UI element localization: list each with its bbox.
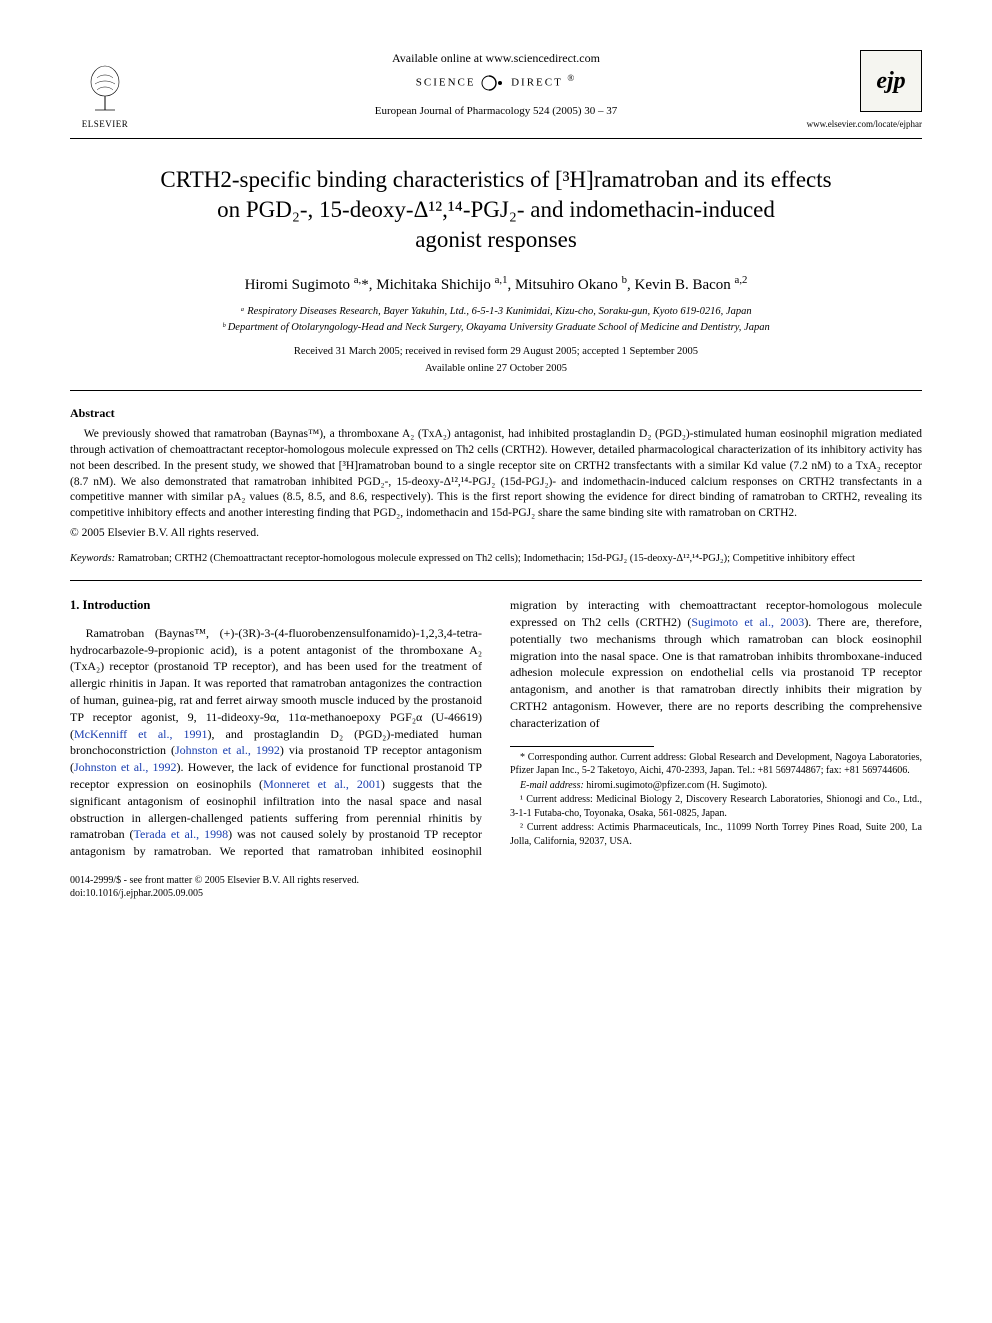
available-date: Available online 27 October 2005 [70, 362, 922, 376]
keywords-line: Keywords: Ramatroban; CRTH2 (Chemoattrac… [70, 552, 922, 567]
footer-line-1: 0014-2999/$ - see front matter © 2005 El… [70, 874, 922, 888]
keywords-text: Ramatroban; CRTH2 (Chemoattractant recep… [115, 553, 855, 564]
journal-reference: European Journal of Pharmacology 524 (20… [160, 104, 832, 119]
header-center: Available online at www.sciencedirect.co… [140, 50, 852, 119]
footer-doi: doi:10.1016/j.ejphar.2005.09.005 [70, 887, 922, 901]
sd-text-1: SCIENCE [416, 77, 476, 89]
journal-logo-box: ejp www.elsevier.com/locate/ejphar [852, 50, 922, 130]
email-value: hiromi.sugimoto@pfizer.com (H. Sugimoto)… [584, 780, 767, 791]
email-label: E-mail address: [520, 780, 584, 791]
science-direct-logo: SCIENCE DIRECT ® [160, 72, 832, 92]
elsevier-tree-icon [77, 60, 133, 116]
header-rule [70, 138, 922, 139]
sciencedirect-swirl-icon [480, 74, 506, 92]
introduction-heading: 1. Introduction [70, 597, 482, 615]
title-line-2: on PGD₂-, 15-deoxy-Δ¹²,¹⁴-PGJ₂- and indo… [217, 197, 775, 222]
article-title: CRTH2-specific binding characteristics o… [70, 165, 922, 255]
elsevier-label: ELSEVIER [82, 118, 129, 130]
body-columns: 1. Introduction Ramatroban (Baynas™, (+)… [70, 597, 922, 860]
footnote-rule [510, 746, 654, 747]
affiliation-b: ᵇ Department of Otolaryngology-Head and … [70, 321, 922, 335]
ejp-text: ejp [876, 65, 905, 97]
footnote-email: E-mail address: hiromi.sugimoto@pfizer.c… [510, 779, 922, 793]
footnote-1: ¹ Current address: Medicinal Biology 2, … [510, 793, 922, 820]
title-line-3: agonist responses [415, 227, 577, 252]
received-dates: Received 31 March 2005; received in revi… [70, 345, 922, 359]
affiliation-a: ᵃ Respiratory Diseases Research, Bayer Y… [70, 305, 922, 319]
locate-url: www.elsevier.com/locate/ejphar [807, 118, 922, 130]
authors-line: Hiromi Sugimoto a,*, Michitaka Shichijo … [70, 273, 922, 295]
rule-below-keywords [70, 580, 922, 581]
page-header: ELSEVIER Available online at www.science… [70, 50, 922, 130]
abstract-heading: Abstract [70, 405, 922, 421]
footnote-corresponding: * Corresponding author. Current address:… [510, 751, 922, 778]
ejp-logo: ejp [860, 50, 922, 112]
abstract-text: We previously showed that ramatroban (Ba… [70, 427, 922, 522]
footnote-2: ² Current address: Actimis Pharmaceutica… [510, 821, 922, 848]
available-online-text: Available online at www.sciencedirect.co… [160, 50, 832, 66]
abstract-copyright: © 2005 Elsevier B.V. All rights reserved… [70, 526, 922, 542]
keywords-label: Keywords: [70, 553, 115, 564]
rule-above-abstract [70, 390, 922, 391]
footnotes-block: * Corresponding author. Current address:… [510, 751, 922, 849]
sd-text-2: DIRECT [511, 77, 563, 89]
title-line-1: CRTH2-specific binding characteristics o… [160, 167, 831, 192]
elsevier-logo: ELSEVIER [70, 50, 140, 130]
